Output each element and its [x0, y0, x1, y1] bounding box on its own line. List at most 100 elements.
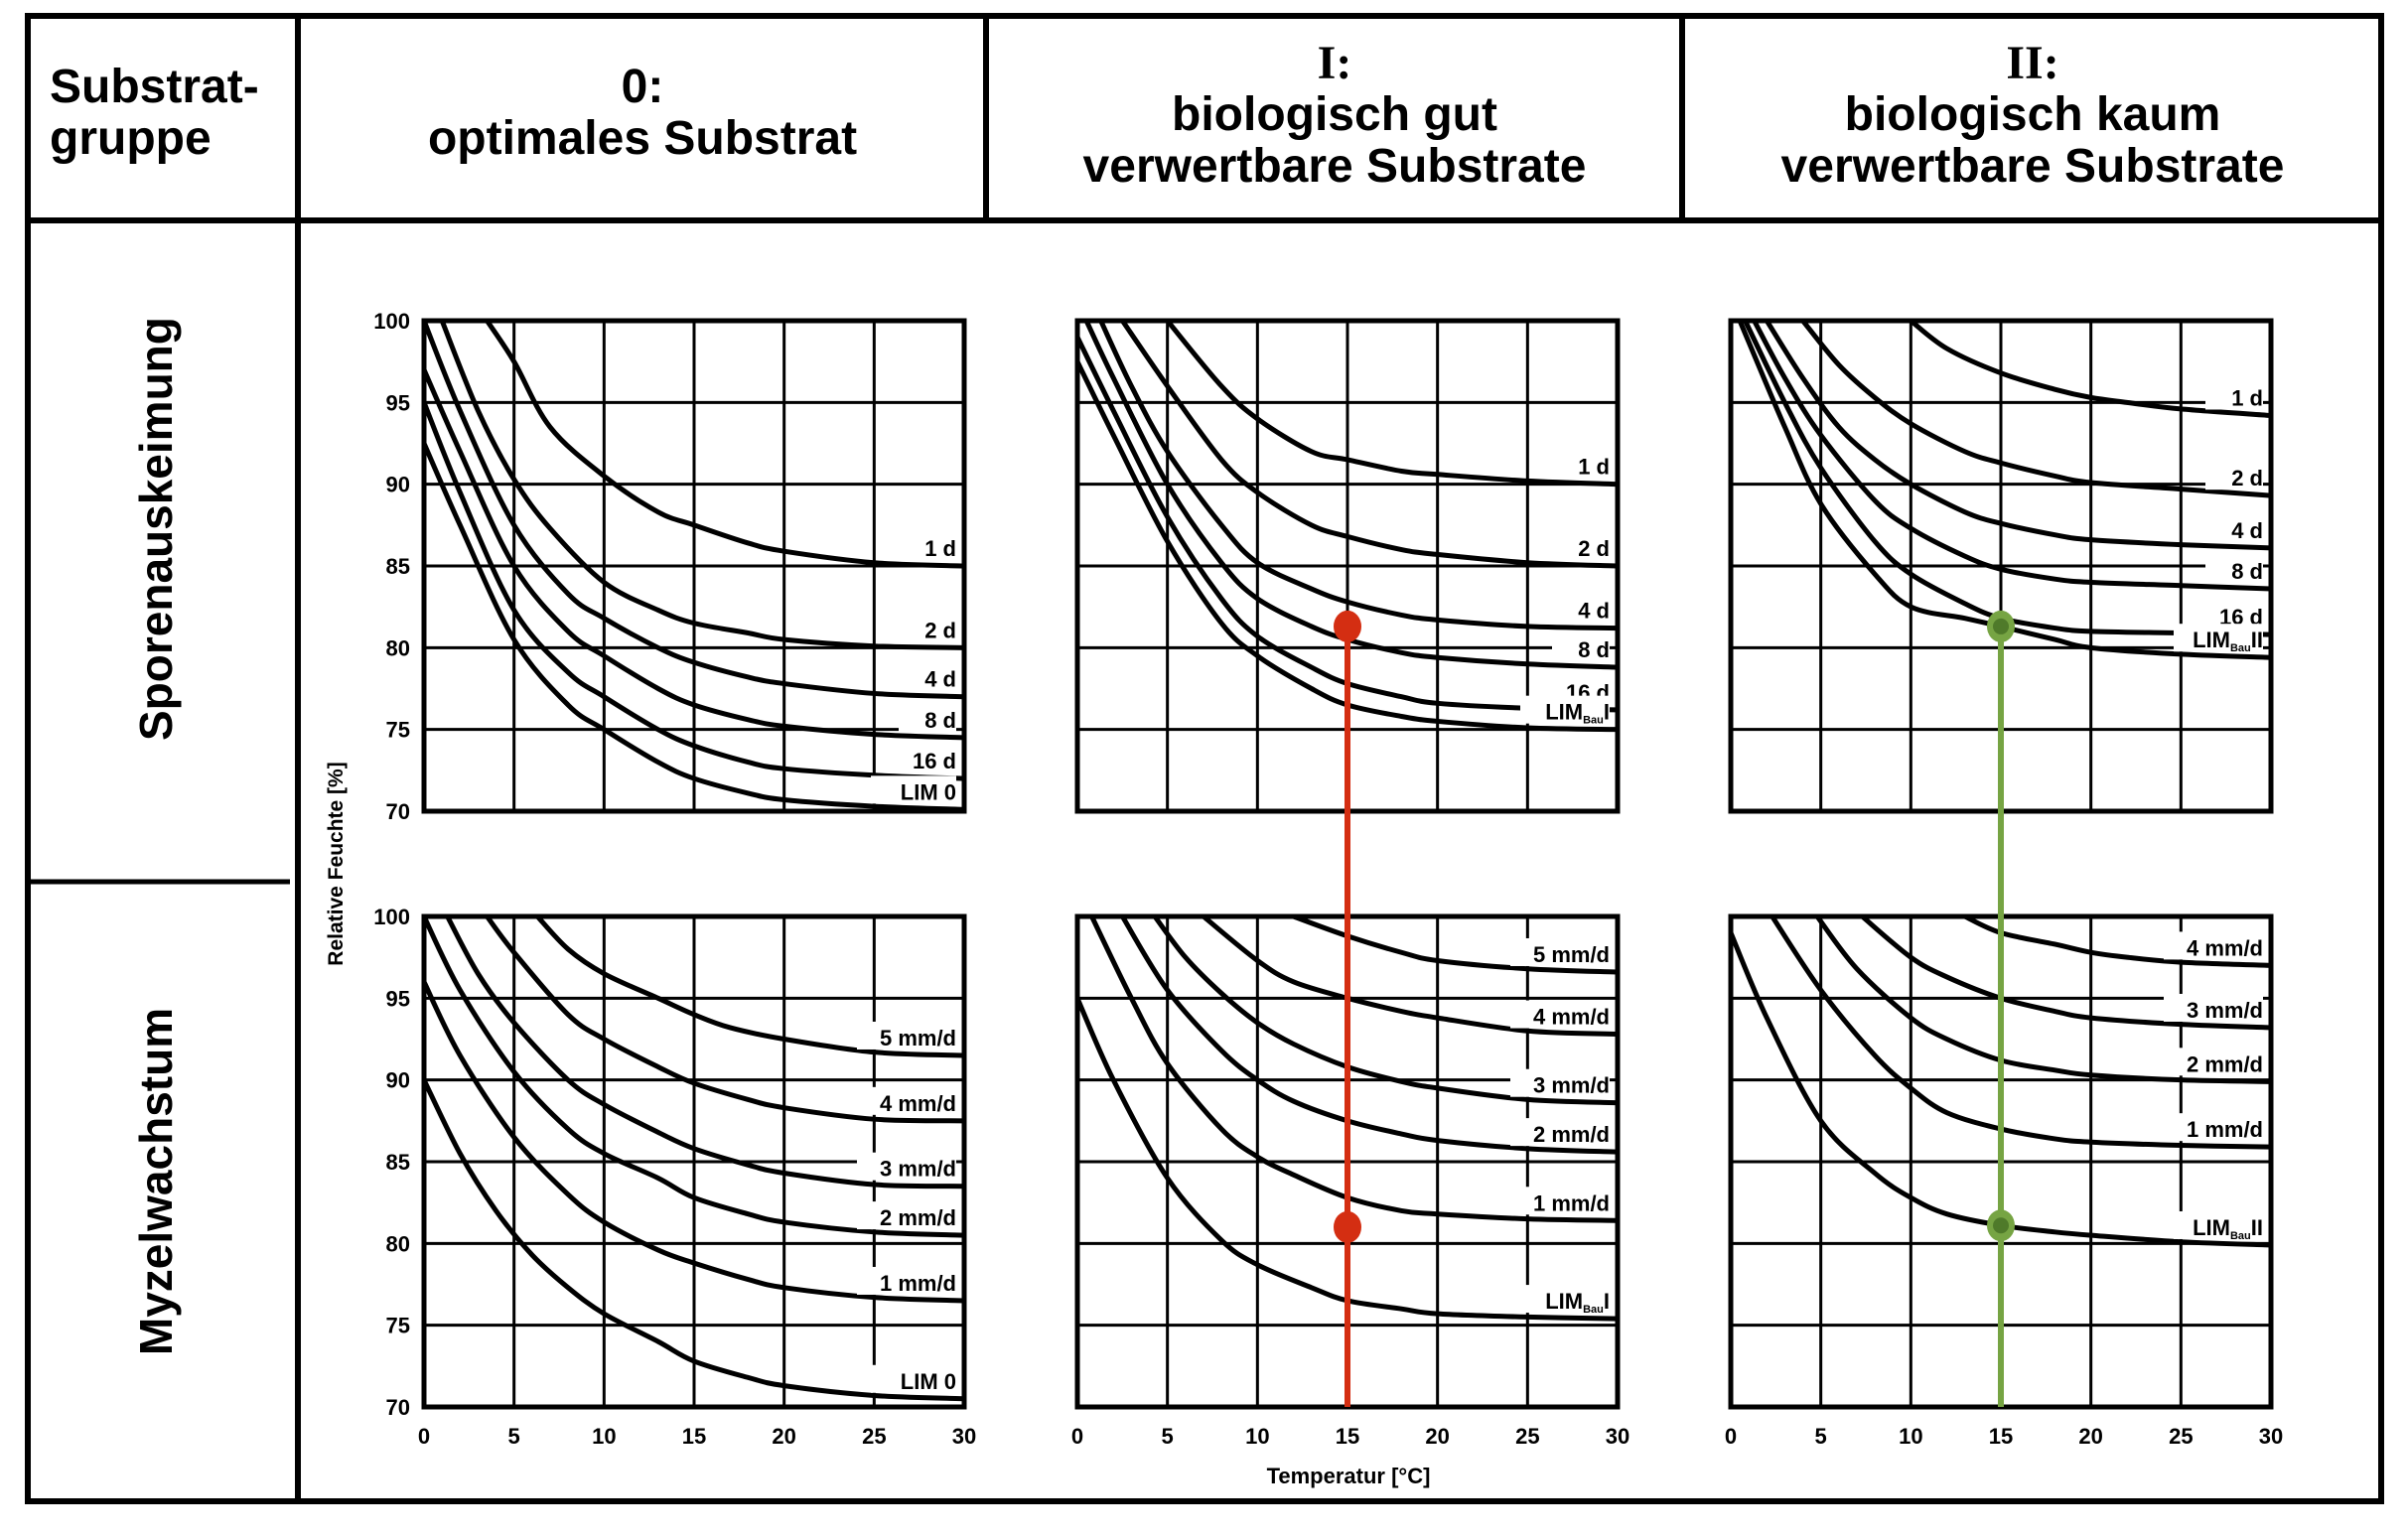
- series-line-4-mm-d: [1202, 916, 1618, 1038]
- markers-group: [1334, 610, 2015, 1407]
- series-label: 4 d: [924, 667, 956, 692]
- x-tick-label: 5: [1162, 1424, 1174, 1449]
- series-label-background: [2174, 624, 2263, 652]
- series-line-5-mm-d: [535, 916, 964, 1058]
- series-label-background: [1510, 937, 1610, 966]
- x-tick-label: 15: [1336, 1424, 1359, 1449]
- series-label: 1 mm/d: [880, 1271, 956, 1296]
- x-tick-label: 15: [1989, 1424, 2013, 1449]
- series-label: 1 d: [2231, 386, 2263, 411]
- green-marker-dot-inner: [1993, 618, 2009, 634]
- series-label: 2 mm/d: [2187, 1051, 2263, 1076]
- x-tick-label: 30: [952, 1424, 976, 1449]
- column-header-I-title-2: verwertbare Substrate: [1082, 139, 1587, 193]
- series-label: 2 d: [2231, 466, 2263, 490]
- series-label-background: [899, 614, 956, 642]
- series-line-1-d: [1909, 321, 2271, 419]
- corner-header-line-2: gruppe: [50, 111, 212, 165]
- series-line-2-d: [1800, 321, 2271, 498]
- series-line-4-d: [424, 321, 964, 700]
- x-tick-label: 20: [2078, 1424, 2102, 1449]
- series-line-1-mm-d: [424, 980, 964, 1304]
- series-label-background: [871, 1364, 956, 1393]
- series-label-background: [1510, 1000, 1610, 1029]
- y-tick-label: 85: [386, 554, 410, 579]
- red-marker-dot-spore: [1334, 610, 1361, 642]
- series-label: 2 mm/d: [880, 1205, 956, 1230]
- x-tick-label: 0: [1725, 1424, 1737, 1449]
- column-header-I: I: biologisch gut verwertbare Substrate: [989, 38, 1680, 192]
- series-label-background: [1510, 1068, 1610, 1097]
- x-tick-label: 0: [1071, 1424, 1083, 1449]
- y-tick-label: 85: [386, 1150, 410, 1175]
- x-tick-label: 25: [862, 1424, 886, 1449]
- x-tick-label: 20: [1425, 1424, 1449, 1449]
- y-tick-label: 100: [373, 905, 410, 929]
- series-label-background: [2164, 931, 2263, 960]
- series-line-2-d: [1120, 321, 1618, 569]
- y-tick-label: 95: [386, 986, 410, 1011]
- series-label-background: [899, 662, 956, 691]
- series-line-8-d: [1752, 321, 2271, 592]
- series-line-2-mm-d: [424, 916, 964, 1238]
- series-label-background: [2205, 381, 2263, 410]
- series-label-background: [2174, 1210, 2263, 1239]
- column-header-I-title-1: biologisch gut: [1172, 87, 1497, 141]
- series-line-3-mm-d: [1860, 916, 2271, 1031]
- corner-header-line-1: Substrat-: [50, 61, 259, 113]
- y-axis-label: Relative Feuchte [%]: [325, 762, 348, 965]
- series-label: LIMBauI: [1545, 700, 1610, 727]
- series-label: 8 d: [924, 708, 956, 733]
- series-label-background: [857, 1266, 956, 1295]
- series-label-background: [1510, 1187, 1610, 1215]
- series-label-background: [1552, 532, 1610, 560]
- y-tick-label: 70: [386, 1395, 410, 1420]
- y-tick-label: 95: [386, 390, 410, 415]
- series-line-16-d: [1743, 321, 2271, 637]
- plot-frame: [421, 318, 967, 814]
- x-tick-label: 25: [1515, 1424, 1539, 1449]
- green-marker-dot-inner: [1993, 1217, 2009, 1234]
- y-tick-label: 80: [386, 635, 410, 660]
- series-label: 1 d: [924, 536, 956, 561]
- chart-panel-0: 1 d 2 d 4 d 8 d 16 d LIM 0 100 95 90 85 80 75 70: [373, 309, 967, 824]
- series-line-4-mm-d: [485, 916, 964, 1124]
- series-label-background: [2205, 555, 2263, 584]
- series-label-background: [2205, 513, 2263, 542]
- x-tick-label: 10: [1899, 1424, 1922, 1449]
- series-line-1-d: [1165, 321, 1618, 488]
- series-label: 4 mm/d: [2187, 935, 2263, 960]
- series-line-1-mm-d: [1089, 916, 1618, 1223]
- corner-header: Substrat- gruppe: [50, 62, 288, 165]
- x-tick-label: 10: [592, 1424, 616, 1449]
- series-label-background: [857, 1021, 956, 1050]
- series-label: 4 d: [1578, 599, 1610, 624]
- x-axis-label: Temperatur [°C]: [1267, 1464, 1431, 1488]
- series-label-background: [857, 1152, 956, 1181]
- column-header-II-title-1: biologisch kaum: [1844, 87, 2221, 141]
- series-line-lim-0: [424, 442, 964, 811]
- x-tick-label: 5: [1815, 1424, 1827, 1449]
- series-label: 4 mm/d: [880, 1091, 956, 1116]
- series-line-1-mm-d: [1770, 916, 2271, 1150]
- series-label-background: [2164, 1048, 2263, 1076]
- series-label: 4 d: [2231, 518, 2263, 543]
- series-label-background: [885, 745, 956, 773]
- series-label: 1 d: [1578, 455, 1610, 480]
- chart-panel-5: 4 mm/d 3 mm/d 2 mm/d 1 mm/d LIMBauII 0 5 10 15 20…: [1725, 913, 2283, 1449]
- y-tick-label: 80: [386, 1231, 410, 1256]
- column-header-0-roman: 0:: [621, 61, 664, 113]
- x-tick-label: 20: [772, 1424, 795, 1449]
- series-line-16-d: [1077, 336, 1618, 713]
- series-label: LIM 0: [901, 779, 956, 804]
- chart-panel-4: 5 mm/d 4 mm/d 3 mm/d 2 mm/d 1 mm/d LIMBauI 0 5 1…: [1071, 913, 1629, 1449]
- row-label-myzelwachstum: Myzelwachstum: [130, 1007, 182, 1356]
- column-header-II: II: biologisch kaum verwertbare Substrat…: [1685, 38, 2380, 192]
- series-label-background: [1552, 450, 1610, 479]
- series-label-background: [1552, 633, 1610, 662]
- series-label: 2 d: [1578, 536, 1610, 561]
- x-tick-label: 15: [682, 1424, 706, 1449]
- x-tick-label: 30: [1606, 1424, 1629, 1449]
